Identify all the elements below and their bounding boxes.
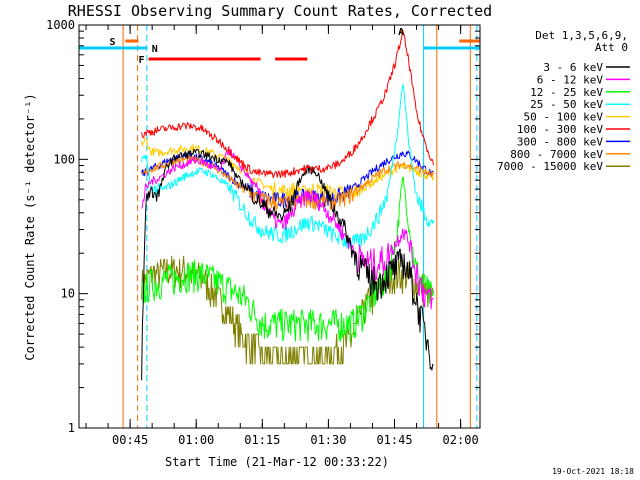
x-tick-label: 01:30	[310, 433, 346, 447]
y-tick-label: 1000	[46, 18, 75, 32]
legend-header-line-1: Det 1,3,5,6,9,	[535, 29, 628, 42]
series-line-5	[141, 29, 434, 179]
series-line-2	[141, 176, 434, 343]
legend-header-line-2: Att 0	[595, 41, 628, 54]
x-tick-label: 00:45	[112, 433, 148, 447]
series-line-0	[141, 148, 434, 381]
x-axis-label: Start Time (21-Mar-12 00:33:22)	[165, 455, 389, 469]
vertical-markers	[122, 25, 478, 428]
legend-label: 800 - 7000 keV	[510, 148, 603, 161]
chart-title: RHESSI Observing Summary Count Rates, Co…	[68, 2, 492, 20]
x-tick-label: 01:00	[178, 433, 214, 447]
series-line-3	[141, 84, 434, 249]
legend-label: 50 - 100 keV	[524, 111, 604, 124]
series-line-6	[141, 150, 434, 209]
flag-label: F	[139, 55, 145, 66]
y-tick-label: 10	[61, 287, 75, 301]
axes: 1 10 100 1000 00:45 01:00 01:15 01:30 01:45 02:00	[46, 18, 481, 447]
series-lines	[141, 29, 434, 381]
x-tick-label: 02:00	[443, 433, 479, 447]
x-tick-label: 01:45	[376, 433, 412, 447]
legend-label: 6 - 12 keV	[537, 73, 604, 86]
y-tick-label: 100	[53, 152, 75, 166]
y-tick-label: 1	[68, 421, 75, 435]
series-line-1	[141, 148, 434, 310]
legend-label: 25 - 50 keV	[530, 98, 603, 111]
flag-label: N	[152, 44, 158, 55]
y-axis-label: Corrected Count Rate (s⁻¹ detector⁻¹)	[23, 93, 37, 360]
plot-frame	[78, 24, 481, 429]
legend-label: 100 - 300 keV	[517, 123, 603, 136]
flag-label: S	[109, 37, 115, 48]
legend-label: 7000 - 15000 keV	[497, 160, 603, 173]
footer-timestamp: 19-Oct-2021 18:18	[552, 467, 634, 476]
x-tick-label: 01:15	[244, 433, 280, 447]
observing-flags: S NF A	[79, 27, 480, 66]
flag-label: A	[398, 27, 404, 38]
legend-label: 300 - 800 keV	[517, 135, 603, 148]
legend-label: 3 - 6 keV	[543, 61, 603, 74]
legend-label: 12 - 25 keV	[530, 86, 603, 99]
